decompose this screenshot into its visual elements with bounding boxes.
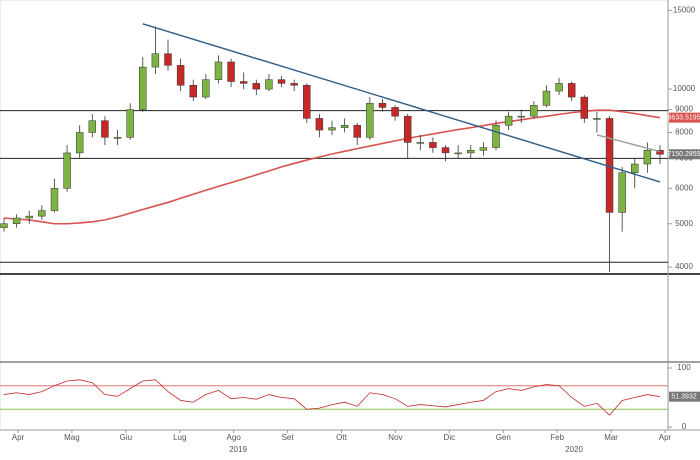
candle-body xyxy=(101,120,109,138)
candle-body xyxy=(504,115,513,126)
value-tag-label: 8633.5195 xyxy=(667,115,700,122)
candle-body xyxy=(567,83,576,98)
moving-average-line xyxy=(3,109,661,225)
y-tick-label: 9000 xyxy=(675,105,693,114)
x-tick-label: Apr xyxy=(659,433,672,442)
year-label: 2019 xyxy=(229,445,247,454)
candle-body xyxy=(139,66,147,110)
y-tick-label: 0 xyxy=(682,422,687,431)
value-tag xyxy=(669,112,700,123)
candle-body xyxy=(252,83,261,90)
candle-body xyxy=(12,217,21,224)
y-tick-label: 8000 xyxy=(675,128,693,137)
candle-body xyxy=(353,125,361,138)
x-tick-label: Gen xyxy=(496,433,511,442)
x-tick-label: Mar xyxy=(604,433,618,442)
candle-body xyxy=(239,81,248,84)
candle-body xyxy=(492,125,500,148)
candle-body xyxy=(113,137,122,139)
candle-body xyxy=(315,118,324,131)
x-tick-label: Ott xyxy=(336,433,347,442)
candle-body xyxy=(643,149,652,165)
candle-body xyxy=(618,172,626,213)
candle-body xyxy=(429,142,437,148)
value-tag xyxy=(669,391,700,402)
candle-body xyxy=(366,102,374,138)
year-label: 2020 xyxy=(565,445,583,454)
candle-body xyxy=(63,152,71,189)
candle-body xyxy=(176,65,185,86)
candle-body xyxy=(593,118,601,120)
y-tick-label: 100 xyxy=(677,363,691,372)
trendline xyxy=(142,23,661,183)
value-tag-label: 51.3932 xyxy=(671,394,696,401)
candle-body xyxy=(378,102,387,108)
candle-body xyxy=(303,85,311,119)
y-tick-label: 4000 xyxy=(675,262,693,271)
x-tick-label: Lug xyxy=(173,433,186,442)
x-tick-label: Set xyxy=(282,433,295,442)
candle-body xyxy=(391,107,399,117)
x-tick-label: Giu xyxy=(120,433,132,442)
x-tick-label: Mag xyxy=(64,433,80,442)
candle-body xyxy=(290,83,298,86)
candle-body xyxy=(328,127,336,131)
y-tick-label: 6000 xyxy=(675,183,693,192)
candle-body xyxy=(467,149,475,154)
candle-body xyxy=(454,152,462,155)
candle-body xyxy=(164,53,172,66)
candle-body xyxy=(416,142,425,144)
candle-body xyxy=(25,215,33,219)
candle-body xyxy=(227,61,235,82)
candle-body xyxy=(555,83,563,92)
trendline xyxy=(596,134,661,153)
y-tick-label: 10000 xyxy=(673,84,696,93)
candle-body xyxy=(50,188,59,211)
candle-body xyxy=(277,79,286,84)
x-tick-label: Ago xyxy=(227,433,242,442)
x-tick-label: Nov xyxy=(388,433,402,442)
x-tick-label: Feb xyxy=(550,433,564,442)
candle-body xyxy=(189,85,197,98)
candle-body xyxy=(530,105,538,117)
candle-body xyxy=(479,147,488,151)
candle-body xyxy=(38,210,46,217)
candle-body xyxy=(214,61,223,80)
candle-body xyxy=(0,223,8,228)
candle-body xyxy=(265,79,273,90)
y-tick-label: 5000 xyxy=(675,219,693,228)
candle-body xyxy=(88,120,97,133)
candle-body xyxy=(202,79,210,98)
candle-body xyxy=(631,163,639,174)
candle-body xyxy=(517,115,525,118)
candle-body xyxy=(580,96,589,119)
candle-body xyxy=(126,109,134,138)
candle-body xyxy=(151,53,160,68)
candle-body xyxy=(656,149,664,155)
candle-body xyxy=(542,90,551,106)
candle-body xyxy=(403,115,412,143)
x-tick-label: Apr xyxy=(12,433,25,442)
candle-body xyxy=(340,125,349,128)
x-tick-label: Dic xyxy=(444,433,456,442)
candle-body xyxy=(441,147,450,154)
value-tag-label: 7150.2855 xyxy=(667,151,700,158)
plot-frame xyxy=(0,0,669,431)
candle-body xyxy=(75,132,84,154)
y-tick-label: 15000 xyxy=(673,5,696,14)
value-tag xyxy=(669,149,700,160)
